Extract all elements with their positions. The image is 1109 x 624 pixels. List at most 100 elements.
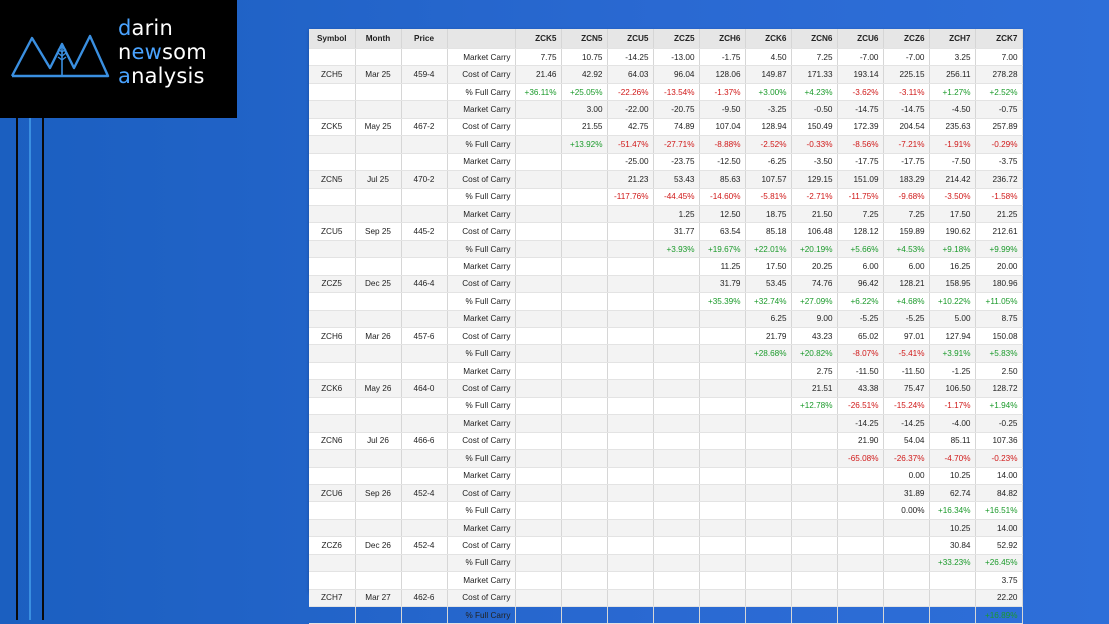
cell-metric-label: Market Carry <box>447 153 516 172</box>
cell-value: 21.79 <box>745 327 792 346</box>
cell-value <box>515 188 562 206</box>
cell-value: -9.68% <box>883 188 930 206</box>
cell-value: -11.50 <box>837 362 884 381</box>
cell-value: -26.37% <box>883 449 930 468</box>
cell-empty <box>401 257 448 276</box>
cell-value <box>653 501 700 520</box>
cell-empty <box>355 467 402 485</box>
cell-value: 127.94 <box>929 327 976 346</box>
cell-empty <box>309 571 356 590</box>
cell-value <box>653 432 700 451</box>
cell-value <box>515 118 562 137</box>
cell-value: 31.89 <box>883 484 930 503</box>
cell-value <box>561 606 608 624</box>
cell-value: 8.75 <box>975 310 1023 329</box>
cell-value <box>745 571 792 590</box>
cell-value: -27.71% <box>653 135 700 154</box>
cell-value <box>837 501 884 520</box>
cell-metric-label: % Full Carry <box>447 344 516 363</box>
cell-value: 14.00 <box>975 519 1023 538</box>
cell-value <box>561 257 608 276</box>
cell-value <box>607 327 654 346</box>
cell-value <box>791 432 838 451</box>
cell-metric-label: % Full Carry <box>447 135 516 154</box>
cell-value <box>515 222 562 241</box>
table-row: % Full Carry +28.68% +20.82% -8.07% -5.41% +3… <box>309 344 1023 363</box>
cell-value: 20.00 <box>975 257 1023 276</box>
cell-value <box>791 467 838 485</box>
cell-empty <box>309 153 356 172</box>
table-row: ZCH5 Mar 25 459-4 Cost of Carry 21.46 42.92 64… <box>309 65 1023 84</box>
cell-symbol: ZCZ6 <box>309 536 356 555</box>
column-header: ZCU5 <box>607 29 654 49</box>
cell-value <box>515 484 562 503</box>
cell-value: -1.25 <box>929 362 976 381</box>
cell-metric-label: % Full Carry <box>447 188 516 206</box>
cell-value <box>561 153 608 172</box>
cell-metric-label: % Full Carry <box>447 501 516 520</box>
cell-value: 9.00 <box>791 310 838 329</box>
cell-value: 7.00 <box>975 48 1023 67</box>
cell-value: -23.75 <box>653 153 700 172</box>
table-header-row: Symbol Month Price ZCK5 ZCN5 ZCU5 ZCZ5 ZCH6 ZCK6… <box>309 29 1023 49</box>
cell-value: +4.53% <box>883 240 930 259</box>
cell-empty <box>355 397 402 416</box>
cell-value: +9.18% <box>929 240 976 259</box>
cell-symbol: ZCU6 <box>309 484 356 503</box>
cell-value: 183.29 <box>883 170 930 189</box>
cell-empty <box>309 83 356 102</box>
cell-empty <box>401 571 448 590</box>
cell-value: -26.51% <box>837 397 884 416</box>
cell-empty <box>401 153 448 172</box>
cell-value: 3.25 <box>929 48 976 67</box>
cell-metric-label: Cost of Carry <box>447 222 516 241</box>
cell-value <box>791 571 838 590</box>
table-row: Market Carry 2.75 -11.50 -11.50 -1.25 2.50 <box>309 362 1023 381</box>
table-row: ZCZ6 Dec 26 452-4 Cost of Carry 30.84 52.92 <box>309 536 1023 555</box>
cell-value: 128.21 <box>883 275 930 294</box>
cell-empty <box>355 240 402 259</box>
table-row: Market Carry 11.25 17.50 20.25 6.00 6.00 16.25… <box>309 257 1023 276</box>
cell-value <box>699 536 746 555</box>
cell-value <box>699 327 746 346</box>
cell-value: +27.09% <box>791 292 838 311</box>
cell-value <box>561 397 608 416</box>
cell-value <box>745 397 792 416</box>
cell-value <box>745 536 792 555</box>
cell-metric-label: Cost of Carry <box>447 327 516 346</box>
cell-value <box>791 414 838 433</box>
cell-value: 128.72 <box>975 379 1023 398</box>
cell-value: -2.52% <box>745 135 792 154</box>
cell-value <box>837 519 884 538</box>
table-row: % Full Carry +12.78% -26.51% -15.24% -1.17% +… <box>309 397 1023 416</box>
cell-value <box>653 257 700 276</box>
cell-value <box>515 571 562 590</box>
cell-month: Mar 26 <box>355 327 402 346</box>
cell-value <box>653 327 700 346</box>
cell-value: 75.47 <box>883 379 930 398</box>
cell-value <box>653 379 700 398</box>
cell-value: -5.81% <box>745 188 792 206</box>
cell-value <box>607 606 654 624</box>
cell-empty <box>401 292 448 311</box>
cell-value: 0.00% <box>883 501 930 520</box>
table-row: Market Carry 1.25 12.50 18.75 21.50 7.25 7.25 1… <box>309 205 1023 224</box>
table-row: ZCH6 Mar 26 457-6 Cost of Carry 21.79 43.23 65… <box>309 327 1023 346</box>
cell-value: +20.19% <box>791 240 838 259</box>
cell-value <box>515 432 562 451</box>
cell-price: 467-2 <box>401 118 448 137</box>
logo-text: darin newsom analysis <box>118 16 207 88</box>
cell-value: 74.89 <box>653 118 700 137</box>
cell-value: -14.75 <box>837 100 884 119</box>
cell-value: -1.37% <box>699 83 746 102</box>
cell-value: -4.50 <box>929 100 976 119</box>
cell-empty <box>355 519 402 538</box>
cell-month: Mar 27 <box>355 589 402 608</box>
cell-value: 5.00 <box>929 310 976 329</box>
cell-value <box>515 467 562 485</box>
cell-value: +16.89% <box>975 606 1023 624</box>
cell-value: +19.67% <box>699 240 746 259</box>
cell-value: -11.50 <box>883 362 930 381</box>
cell-value: 21.51 <box>791 379 838 398</box>
cell-value <box>515 257 562 276</box>
